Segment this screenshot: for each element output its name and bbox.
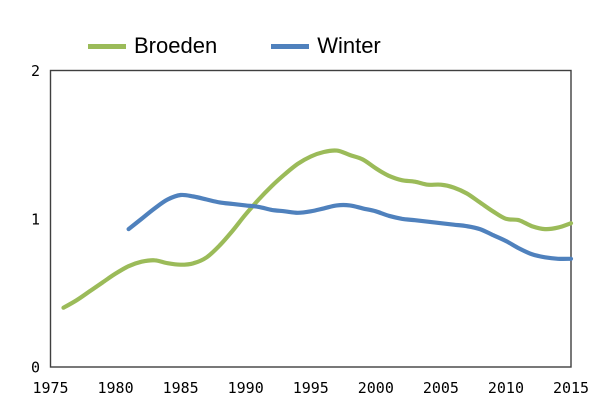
x-tick-label: 1985 <box>163 379 199 397</box>
winter-swatch-icon <box>271 43 310 49</box>
x-tick-label: 2010 <box>488 379 524 397</box>
broeden-swatch-icon <box>88 43 126 49</box>
chart-legend: Broeden Winter <box>88 35 381 57</box>
x-tick-label: 1990 <box>228 379 264 397</box>
broeden-legend-label: Broeden <box>134 33 218 58</box>
broeden-line[interactable] <box>61 148 574 310</box>
winter-line[interactable] <box>126 192 574 261</box>
x-tick-label: 2015 <box>553 379 589 397</box>
winter-legend-label: Winter <box>317 33 381 58</box>
plot-frame <box>49 69 572 368</box>
x-tick-label: 1975 <box>32 379 68 397</box>
x-tick-label: 1995 <box>293 379 329 397</box>
legend-item-winter[interactable]: Winter <box>271 35 381 57</box>
y-tick-label: 1 <box>31 210 40 228</box>
y-tick-label: 0 <box>31 359 40 377</box>
x-tick-label: 1980 <box>98 379 134 397</box>
x-tick-label: 2000 <box>358 379 394 397</box>
legend-item-broeden[interactable]: Broeden <box>88 35 217 57</box>
y-tick-label: 2 <box>31 62 40 80</box>
x-tick-label: 2005 <box>423 379 459 397</box>
